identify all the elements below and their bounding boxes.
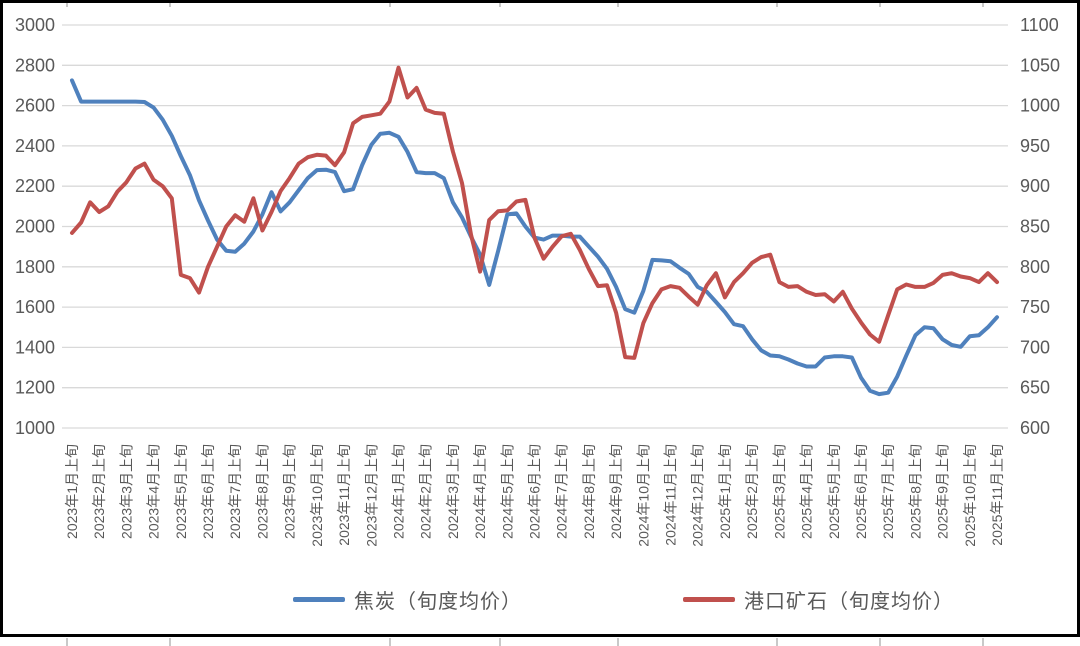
y-axis-label-left: 3000 bbox=[15, 15, 55, 35]
x-axis-label: 2024年10月上旬 bbox=[635, 444, 651, 547]
x-axis-label: 2025年7月上旬 bbox=[880, 444, 896, 539]
x-axis-label: 2023年10月上旬 bbox=[309, 444, 325, 547]
y-axis-label-right: 900 bbox=[1020, 176, 1050, 196]
x-axis-label: 2024年7月上旬 bbox=[554, 444, 570, 539]
x-axis-label: 2023年9月上旬 bbox=[282, 444, 298, 539]
x-axis-label: 2025年1月上旬 bbox=[717, 444, 733, 539]
x-axis-label: 2023年3月上旬 bbox=[118, 444, 134, 539]
x-axis-label: 2025年11月上旬 bbox=[989, 444, 1005, 546]
legend-item-coke[interactable]: 焦炭（旬度均价） bbox=[293, 586, 522, 613]
x-axis-label: 2025年9月上旬 bbox=[935, 444, 951, 539]
y-axis-label-right: 1100 bbox=[1020, 15, 1059, 35]
y-axis-label-left: 1000 bbox=[15, 418, 55, 438]
x-axis-label: 2024年1月上旬 bbox=[390, 444, 406, 539]
y-axis-label-right: 1000 bbox=[1020, 96, 1060, 116]
legend-swatch-ore bbox=[683, 596, 735, 602]
x-axis-label: 2025年3月上旬 bbox=[771, 444, 787, 539]
y-axis-label-left: 1800 bbox=[15, 257, 55, 277]
y-axis-label-right: 800 bbox=[1020, 257, 1050, 277]
y-axis-label-left: 2400 bbox=[15, 136, 55, 156]
legend-label-coke: 焦炭（旬度均价） bbox=[354, 590, 522, 613]
x-axis-label: 2025年2月上旬 bbox=[744, 444, 760, 539]
x-axis-label: 2023年2月上旬 bbox=[91, 444, 107, 539]
legend-swatch-coke bbox=[293, 596, 345, 602]
x-axis-label: 2023年11月上旬 bbox=[336, 444, 352, 546]
x-axis-label: 2025年5月上旬 bbox=[826, 444, 842, 539]
x-axis-label: 2023年7月上旬 bbox=[227, 444, 243, 539]
legend-label-ore: 港口矿石（旬度均价） bbox=[744, 590, 954, 613]
x-axis-label: 2024年6月上旬 bbox=[527, 444, 543, 539]
x-axis-label: 2024年8月上旬 bbox=[581, 444, 597, 539]
y-axis-label-right: 1050 bbox=[1020, 55, 1060, 75]
y-axis-label-right: 650 bbox=[1020, 378, 1050, 398]
x-axis-label: 2024年4月上旬 bbox=[472, 444, 488, 539]
x-axis-label: 2025年8月上旬 bbox=[907, 444, 923, 539]
y-axis-label-right: 950 bbox=[1020, 136, 1050, 156]
x-axis-label: 2023年1月上旬 bbox=[64, 444, 80, 539]
y-axis-label-left: 2200 bbox=[15, 176, 55, 196]
x-axis-label: 2024年5月上旬 bbox=[499, 444, 515, 539]
x-axis-label: 2023年4月上旬 bbox=[146, 444, 162, 539]
x-axis-label: 2025年4月上旬 bbox=[799, 444, 815, 539]
x-axis-label: 2024年3月上旬 bbox=[445, 444, 461, 539]
y-axis-label-left: 2600 bbox=[15, 96, 55, 116]
x-axis-label: 2024年2月上旬 bbox=[418, 444, 434, 539]
y-axis-label-right: 850 bbox=[1020, 217, 1050, 237]
y-axis-label-right: 700 bbox=[1020, 337, 1050, 357]
legend-item-ore[interactable]: 港口矿石（旬度均价） bbox=[683, 586, 954, 613]
y-axis-label-right: 750 bbox=[1020, 297, 1050, 317]
x-axis-label: 2024年11月上旬 bbox=[663, 444, 679, 546]
x-axis-label: 2023年12月上旬 bbox=[363, 444, 379, 547]
y-axis-label-left: 1400 bbox=[15, 337, 55, 357]
x-axis-label: 2024年12月上旬 bbox=[690, 444, 706, 547]
x-axis-label: 2023年8月上旬 bbox=[254, 444, 270, 539]
x-axis-label: 2025年6月上旬 bbox=[853, 444, 869, 539]
series-line-ore bbox=[70, 65, 999, 360]
x-axis-label: 2023年5月上旬 bbox=[173, 444, 189, 539]
y-axis-label-left: 2800 bbox=[15, 55, 55, 75]
x-axis-label: 2023年6月上旬 bbox=[200, 444, 216, 539]
y-axis-label-left: 1600 bbox=[15, 297, 55, 317]
x-axis-label: 2024年9月上旬 bbox=[608, 444, 624, 539]
y-axis-label-right: 600 bbox=[1020, 418, 1050, 438]
y-axis-label-left: 2000 bbox=[15, 217, 55, 237]
x-axis-label: 2025年10月上旬 bbox=[962, 444, 978, 547]
y-axis-label-left: 1200 bbox=[15, 378, 55, 398]
